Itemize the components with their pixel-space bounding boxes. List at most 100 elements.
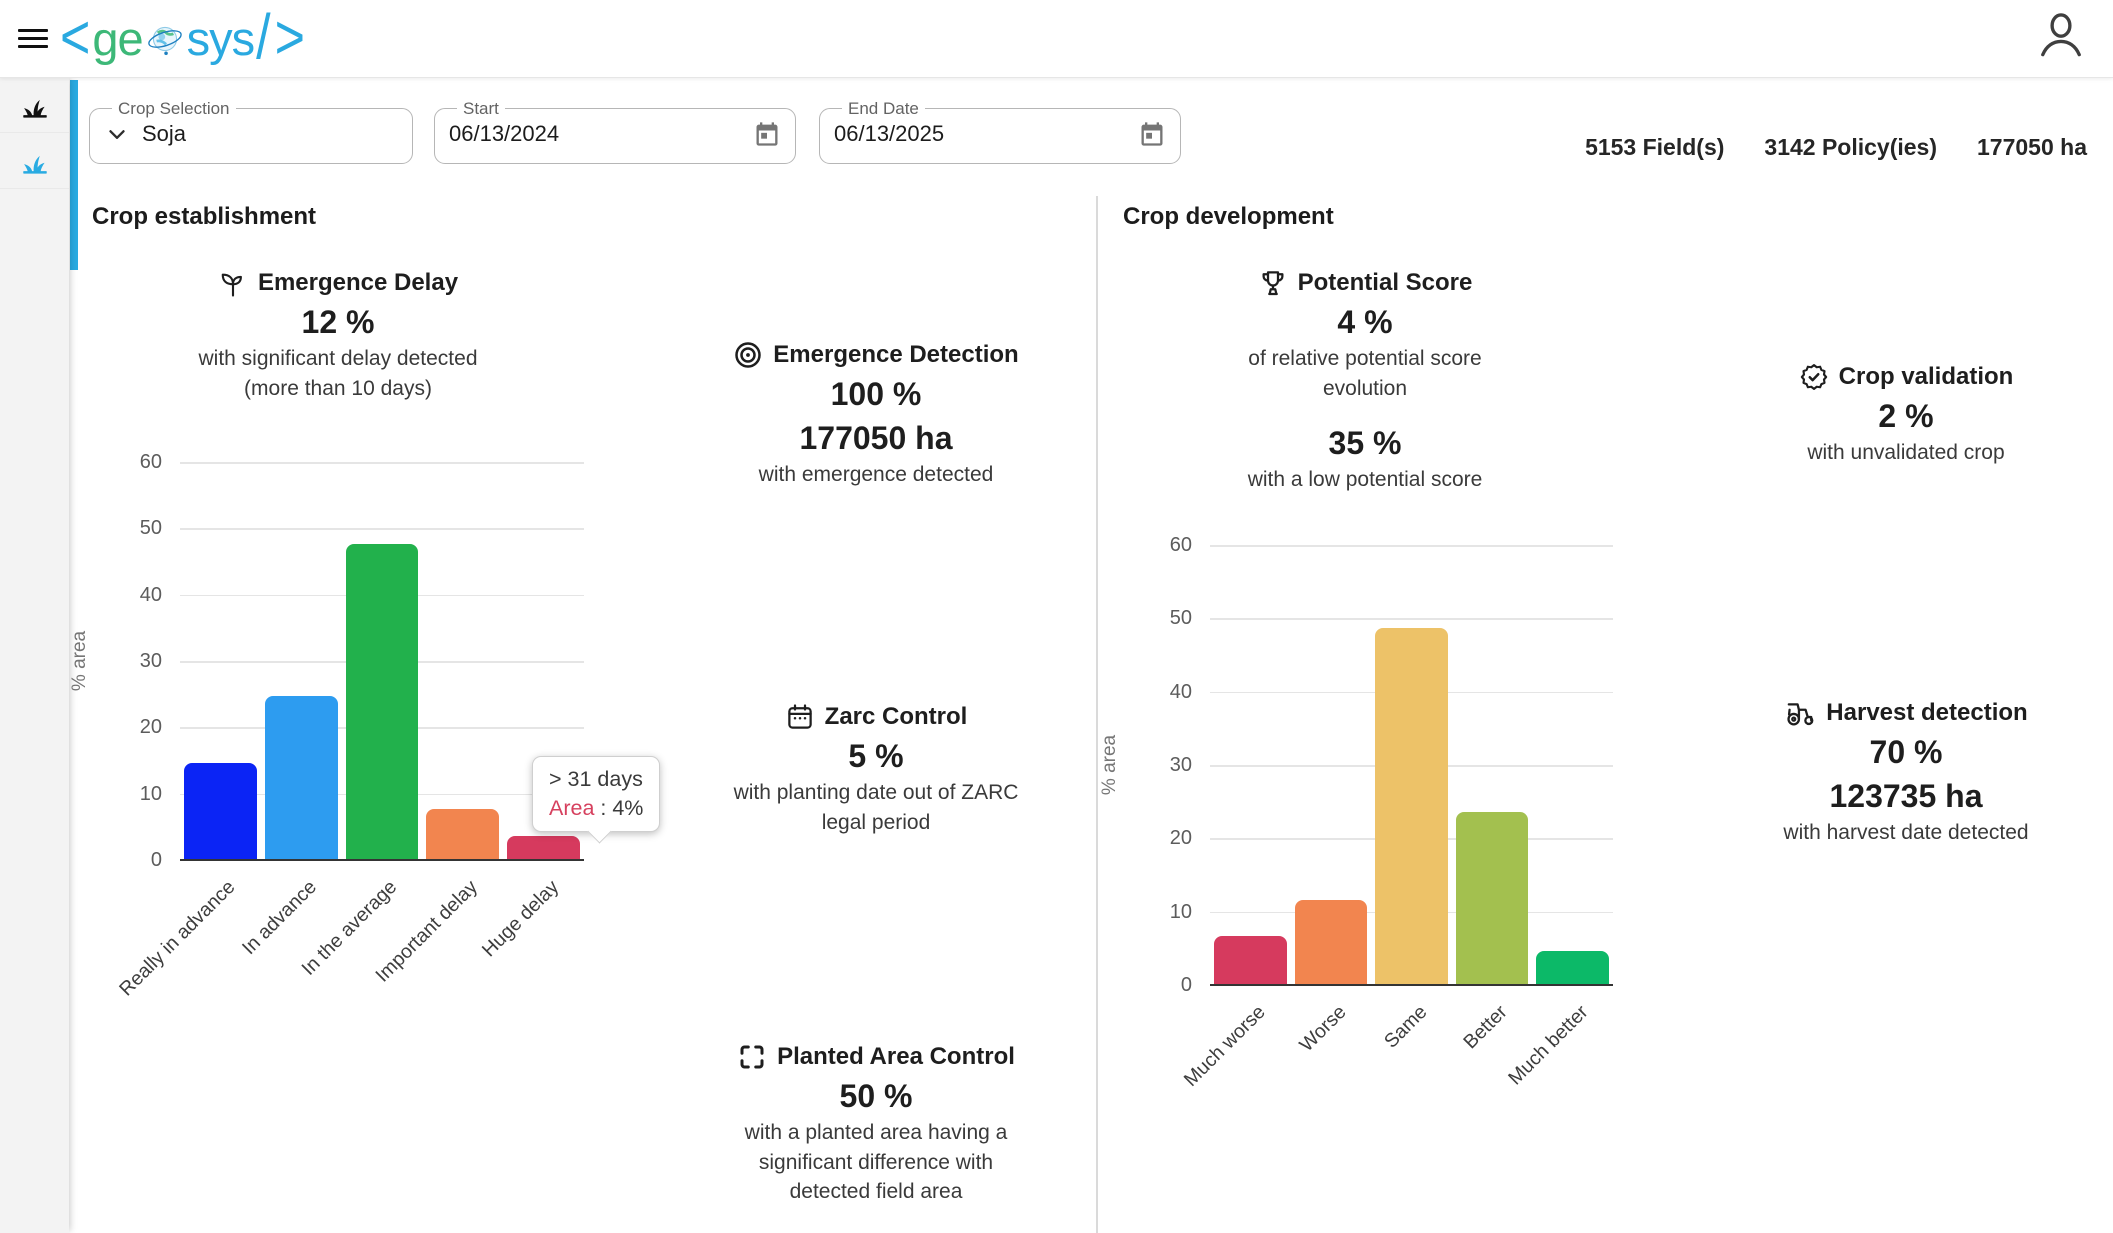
bar-in-advance[interactable]	[264, 696, 338, 859]
end-date-label: End Date	[848, 99, 919, 118]
bar-same[interactable]	[1375, 628, 1448, 984]
emergence-delay-metric: Emergence Delay 12 % with significant de…	[138, 266, 538, 403]
potential-score-low-value: 35 %	[1328, 425, 1402, 461]
bar-much-better[interactable]	[1536, 951, 1609, 984]
zarc-control-value: 5 %	[848, 738, 904, 774]
y-axis-title: % area	[1099, 734, 1120, 796]
y-tick-label: 20	[1169, 827, 1192, 850]
start-date-label: Start	[463, 99, 499, 118]
chevron-down-icon[interactable]	[104, 121, 130, 147]
top-header: < ge sys / >	[0, 0, 2113, 78]
crop-validation-value: 2 %	[1878, 398, 1934, 434]
emergence-delay-header: Emergence Delay	[138, 266, 538, 300]
x-tick-label: In advance	[237, 876, 321, 960]
crop-frame-icon	[740, 1045, 764, 1069]
fields-count: 5153 Field(s)	[1585, 134, 1725, 160]
user-account-icon[interactable]	[2033, 6, 2089, 68]
calendar-icon[interactable]	[753, 120, 781, 148]
hamburger-menu-icon[interactable]	[18, 24, 48, 52]
seedling-icon	[221, 273, 242, 297]
sprout-icon	[22, 99, 47, 118]
start-date-field[interactable]: Start 06/13/2024	[434, 100, 796, 164]
bar-in-the-average[interactable]	[345, 543, 419, 859]
crop-selection-label: Crop Selection	[118, 99, 230, 118]
potential-score-metric: Potential Score 4 % of relative potentia…	[1165, 266, 1565, 495]
y-tick-label: 40	[1169, 680, 1192, 703]
potential-score-evolution-value: 4 %	[1337, 304, 1393, 340]
total-area: 177050 ha	[1977, 134, 2087, 160]
y-tick-label: 50	[1169, 607, 1192, 630]
logo-slash: /	[256, 2, 271, 74]
logo-open-bracket: <	[60, 2, 91, 74]
zarc-control-metric: Zarc Control 5 % with planting date out …	[656, 700, 1096, 837]
emergence-detection-metric: Emergence Detection 100 % 177050 ha with…	[656, 338, 1096, 490]
logo-close-bracket: >	[274, 2, 305, 74]
verified-badge-icon	[1800, 364, 1827, 390]
y-tick-label: 20	[139, 716, 162, 739]
crop-validation-metric: Crop validation 2 % with unvalidated cro…	[1706, 360, 2106, 468]
calendar-icon[interactable]	[1138, 120, 1166, 148]
y-tick-label: 30	[1169, 754, 1192, 776]
crop-selection-field[interactable]: Crop Selection Soja	[89, 100, 413, 164]
y-tick-label: 60	[139, 451, 162, 473]
x-tick-label: Worse	[1295, 1001, 1351, 1057]
tooltip-value-line: Area : 4%	[549, 796, 644, 820]
end-date-field[interactable]: End Date 06/13/2025	[819, 100, 1181, 164]
emergence-delay-value: 12 %	[301, 304, 375, 340]
planted-area-control-metric: Planted Area Control 50 % with a planted…	[656, 1040, 1096, 1207]
y-tick-label: 10	[139, 782, 162, 805]
harvest-detection-area: 123735 ha	[1829, 778, 1983, 814]
bar-tooltip: > 31 days Area : 4%	[532, 756, 661, 844]
bar-much-worse[interactable]	[1214, 936, 1287, 984]
emergence-delay-chart: > 31 days Area : 4% 0 10 20 30 40 50 60 % area R…	[69, 451, 661, 1000]
section-divider	[1096, 196, 1098, 1233]
y-axis-title: % area	[69, 630, 90, 692]
harvest-detection-header: Harvest detection	[1706, 696, 2106, 730]
emergence-detection-percent: 100 %	[830, 376, 922, 412]
bar-really-in-advance[interactable]	[184, 762, 257, 859]
crop-selection-value: Soja	[142, 121, 187, 146]
calendar-dots-icon	[787, 704, 812, 729]
x-tick-label: Same	[1379, 1001, 1432, 1053]
x-tick-label: Better	[1459, 1001, 1512, 1054]
start-date-value[interactable]: 06/13/2024	[449, 121, 560, 146]
tooltip-arrow	[587, 819, 612, 844]
x-axis-line	[180, 859, 584, 862]
bar-huge-delay[interactable]	[507, 835, 580, 859]
sidebar-item-crop-blue-active[interactable]	[0, 133, 69, 189]
end-date-value[interactable]: 06/13/2025	[834, 121, 945, 146]
y-tick-label: 10	[1169, 900, 1192, 923]
x-tick-label: Really in advance	[115, 876, 240, 1001]
gridline	[1210, 545, 1613, 547]
content-scrollbar-thumb[interactable]	[70, 80, 78, 270]
bar-worse[interactable]	[1294, 899, 1368, 984]
tooltip-category: > 31 days	[549, 767, 643, 791]
bar-better[interactable]	[1455, 811, 1529, 984]
x-tick-label: Huge delay	[477, 876, 564, 962]
crop-validation-header: Crop validation	[1706, 360, 2106, 394]
policies-count: 3142 Policy(ies)	[1764, 134, 1938, 160]
geosys-logo: < ge sys / >	[58, 2, 307, 74]
summary-stats: 5153 Field(s) 3142 Policy(ies) 177050 ha	[1585, 134, 2087, 161]
sprout-icon-active	[22, 155, 47, 174]
tractor-icon	[1787, 703, 1814, 726]
emergence-detection-area: 177050 ha	[799, 420, 953, 456]
harvest-detection-percent: 70 %	[1869, 734, 1943, 770]
gridline	[180, 528, 584, 530]
sidebar-item-crop-black[interactable]	[0, 77, 69, 133]
y-tick-label: 0	[1180, 974, 1192, 996]
zarc-control-header: Zarc Control	[656, 700, 1096, 734]
y-tick-label: 50	[139, 517, 162, 540]
left-sidebar	[0, 77, 69, 1233]
gridline	[1210, 618, 1613, 620]
planted-area-control-value: 50 %	[839, 1078, 913, 1114]
x-tick-label: Much better	[1503, 1001, 1593, 1090]
bar-important-delay[interactable]	[426, 809, 500, 859]
potential-score-header: Potential Score	[1165, 266, 1565, 300]
y-tick-label: 40	[139, 583, 162, 606]
logo-ge-text: ge	[92, 11, 143, 65]
globe-icon	[144, 18, 186, 65]
emergence-detection-header: Emergence Detection	[656, 338, 1096, 372]
potential-score-chart: 0 10 20 30 40 50 60 % area Much worse Worse Same Be…	[1099, 534, 1613, 1091]
